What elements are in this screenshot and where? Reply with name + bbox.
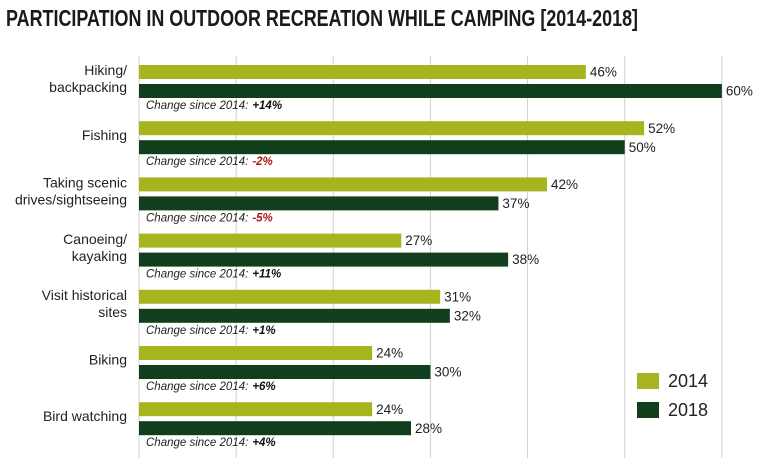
change-value: +4%: [252, 437, 275, 449]
category-label: Taking scenic: [43, 175, 127, 191]
legend-swatch: [637, 373, 659, 389]
category-label: drives/sightseeing: [15, 192, 127, 208]
category-label: backpacking: [49, 79, 127, 95]
bar: [139, 289, 441, 304]
chart-title: PARTICIPATION IN OUTDOOR RECREATION WHIL…: [6, 5, 638, 31]
change-label: Change since 2014:: [146, 100, 248, 112]
bar: [139, 121, 645, 136]
change-label: Change since 2014:: [146, 269, 248, 281]
change-note: Change since 2014: +11%: [146, 269, 281, 281]
category-label: sites: [98, 304, 127, 320]
value-label: 27%: [405, 233, 432, 248]
bar: [139, 233, 402, 248]
value-label: 30%: [434, 365, 461, 380]
change-label: Change since 2014:: [146, 212, 248, 224]
value-label: 24%: [376, 346, 403, 361]
change-value: +6%: [252, 381, 275, 393]
change-label: Change since 2014:: [146, 325, 248, 337]
value-label: 42%: [551, 177, 578, 192]
change-label: Change since 2014:: [146, 156, 248, 168]
category-label: Bird watching: [43, 408, 127, 424]
bar: [139, 65, 586, 79]
bar: [139, 140, 625, 155]
change-label: Change since 2014:: [146, 437, 248, 449]
value-label: 31%: [444, 289, 471, 304]
change-note: Change since 2014: -5%: [146, 212, 273, 224]
change-note: Change since 2014: +1%: [146, 325, 276, 337]
category-label: Hiking/: [84, 62, 127, 78]
bar: [139, 308, 450, 323]
bar: [139, 346, 373, 360]
change-note: Change since 2014: +4%: [146, 437, 276, 449]
change-note: Change since 2014: +14%: [146, 100, 282, 112]
change-value: -2%: [252, 156, 272, 168]
legend-label: 2014: [668, 371, 708, 391]
change-note: Change since 2014: +6%: [146, 381, 276, 393]
change-value: +11%: [252, 269, 281, 281]
value-label: 46%: [590, 65, 617, 80]
change-value: -5%: [252, 212, 272, 224]
bar: [139, 402, 373, 417]
category-label: Visit historical: [42, 287, 127, 303]
value-label: 60%: [726, 84, 753, 99]
value-label: 37%: [502, 196, 529, 211]
bar: [139, 196, 499, 211]
change-value: +1%: [252, 325, 275, 337]
bar: [139, 177, 547, 192]
bar: [139, 84, 722, 98]
change-note: Change since 2014: -2%: [146, 156, 273, 168]
change-label: Change since 2014:: [146, 381, 248, 393]
value-label: 38%: [512, 252, 539, 267]
value-label: 52%: [648, 121, 675, 136]
category-label: kayaking: [72, 248, 127, 264]
value-label: 24%: [376, 402, 403, 417]
category-label: Biking: [89, 352, 127, 368]
bar: [139, 252, 509, 267]
bar: [139, 421, 411, 436]
value-label: 50%: [629, 140, 656, 155]
legend-label: 2018: [668, 400, 708, 420]
category-label: Fishing: [82, 127, 127, 143]
value-label: 28%: [415, 421, 442, 436]
bar: [139, 365, 431, 379]
category-label: Canoeing/: [63, 231, 127, 247]
change-value: +14%: [252, 100, 282, 112]
value-label: 32%: [454, 308, 481, 323]
legend-swatch: [637, 402, 659, 418]
